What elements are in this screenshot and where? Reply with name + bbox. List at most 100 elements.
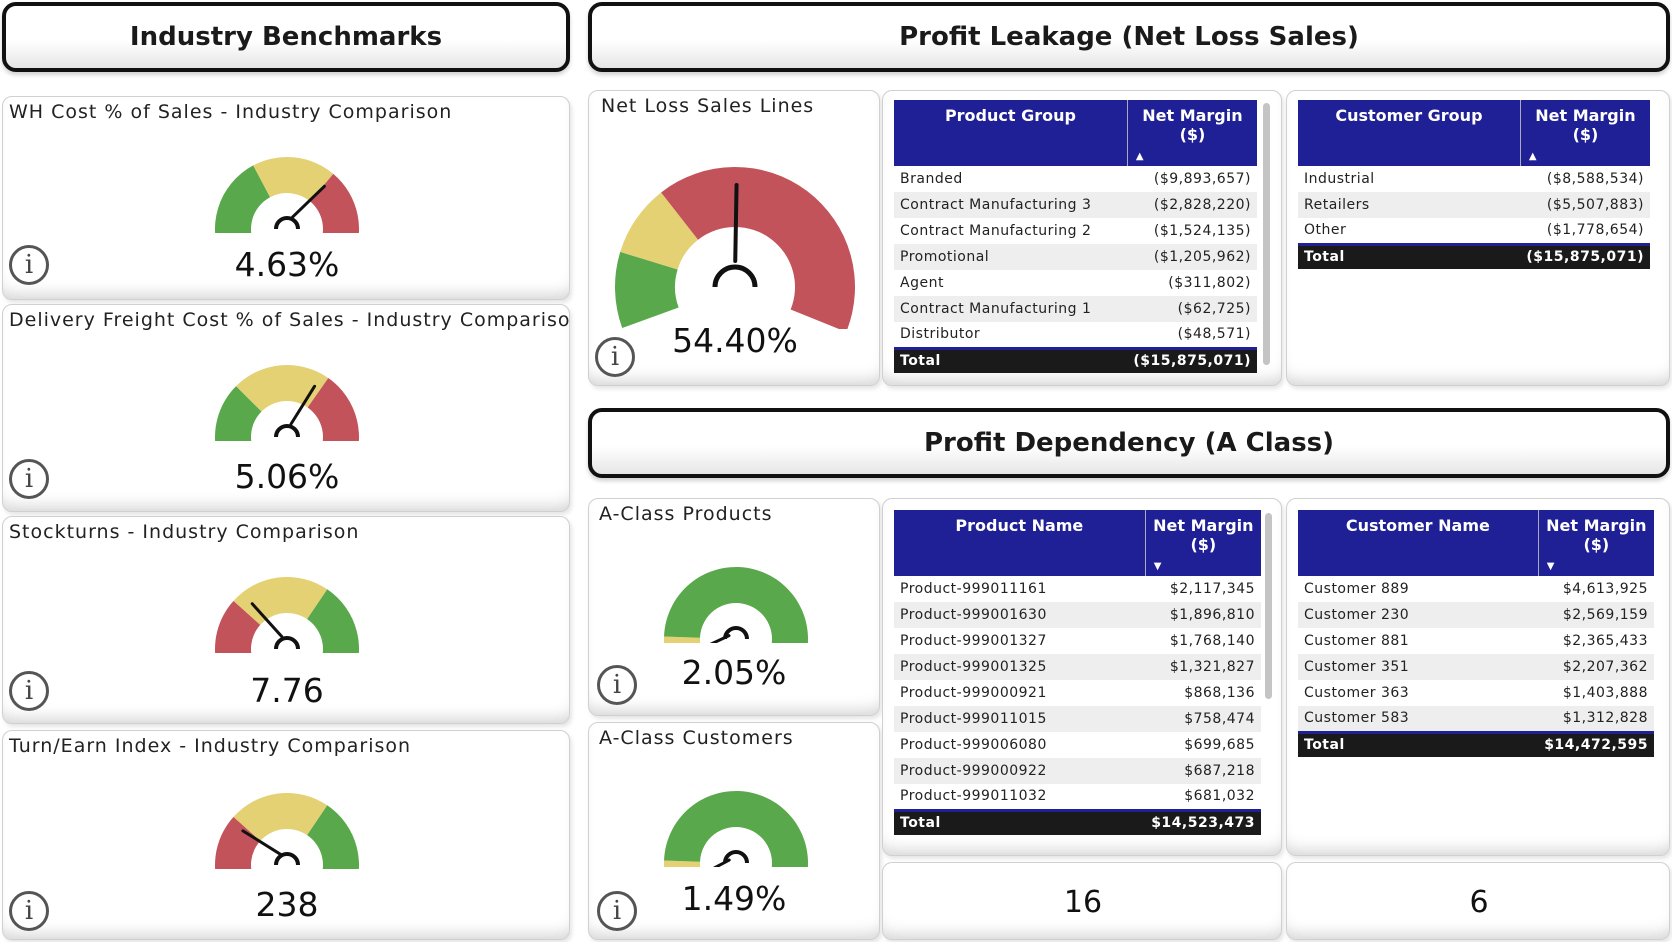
column-header-product-group[interactable]: Product Group	[894, 100, 1128, 166]
gauge-segment-yellow	[664, 860, 701, 867]
gauge-a-class-products	[664, 567, 808, 643]
benchmark-title: WH Cost % of Sales - Industry Comparison	[9, 101, 453, 123]
gauge-needle	[733, 183, 739, 264]
column-header-net-margin[interactable]: Net Margin ($) ▼	[1144, 510, 1261, 576]
header-industry-benchmarks-label: Industry Benchmarks	[129, 22, 443, 52]
row-net-margin: $2,569,159	[1538, 602, 1654, 628]
gauge-segment-yellow	[664, 636, 701, 643]
column-header-net-margin[interactable]: Net Margin ($) ▼	[1537, 510, 1654, 576]
row-net-margin: ($8,588,534)	[1546, 171, 1644, 187]
row-net-margin: ($9,893,657)	[1153, 171, 1251, 187]
product-count-card[interactable]: 16	[882, 862, 1282, 940]
table-row[interactable]: Customer 889 $4,613,925	[1298, 576, 1654, 602]
total-value: ($15,875,071)	[1127, 346, 1257, 373]
product-group-card[interactable]: Product Group Net Margin ($) ▲ Branded ($…	[882, 90, 1282, 386]
customer-count-card[interactable]: 6	[1286, 862, 1670, 940]
a-class-products-card[interactable]: A-Class Products 2.05% i	[588, 498, 880, 716]
header-profit-leakage: Profit Leakage (Net Loss Sales)	[588, 2, 1670, 72]
gauge-hub	[723, 850, 749, 864]
gauge-segment-green	[615, 251, 679, 329]
gauge-hub	[712, 264, 758, 288]
gauge-needle	[291, 184, 326, 219]
table-row[interactable]: Product-999001630 $1,896,810	[894, 602, 1261, 628]
info-icon[interactable]: i	[595, 337, 635, 377]
net-loss-card[interactable]: Net Loss Sales Lines 54.40% i	[588, 90, 880, 386]
row-label: Product-999000921	[900, 685, 1047, 701]
row-label: Customer 881	[1304, 633, 1410, 649]
table-row[interactable]: Contract Manufacturing 1 ($62,725)	[894, 296, 1257, 322]
table-row[interactable]: Distributor ($48,571)	[894, 322, 1257, 348]
column-header-net-margin[interactable]: Net Margin ($) ▲	[1519, 100, 1650, 166]
benchmark-card-wh-cost[interactable]: WH Cost % of Sales - Industry Comparison…	[2, 96, 570, 300]
customer-group-table[interactable]: Customer Group Net Margin ($) ▲ Industri…	[1298, 100, 1650, 269]
benchmark-card-stockturns[interactable]: Stockturns - Industry Comparison 7.76 i	[2, 516, 570, 724]
column-header-customer-group[interactable]: Customer Group	[1298, 100, 1521, 166]
table-row[interactable]: Product-999011015 $758,474	[894, 706, 1261, 732]
product-name-table[interactable]: Product Name Net Margin ($) ▼ Product-99…	[894, 510, 1261, 835]
table-row[interactable]: Customer 583 $1,312,828	[1298, 706, 1654, 732]
table-row[interactable]: Industrial ($8,588,534)	[1298, 166, 1650, 192]
sort-descending-icon[interactable]: ▼	[1153, 561, 1162, 572]
customer-group-body: Industrial ($8,588,534) Retailers ($5,507,8…	[1298, 166, 1650, 269]
row-net-margin: ($48,571)	[1177, 326, 1251, 343]
net-margin-label: Net Margin ($)	[1153, 516, 1254, 554]
table-row[interactable]: Product-999001325 $1,321,827	[894, 654, 1261, 680]
customer-name-table[interactable]: Customer Name Net Margin ($) ▼ Customer …	[1298, 510, 1654, 757]
gauge-stockturns	[215, 577, 359, 653]
total-value: $14,472,595	[1538, 730, 1654, 757]
table-row[interactable]: Branded ($9,893,657)	[894, 166, 1257, 192]
gauge-value: 238	[255, 885, 319, 924]
row-net-margin: ($62,725)	[1127, 296, 1257, 322]
a-class-customers-card[interactable]: A-Class Customers 1.49% i	[588, 722, 880, 940]
product-count-value: 16	[1063, 885, 1103, 920]
benchmark-title: Turn/Earn Index - Industry Comparison	[9, 735, 412, 757]
customer-group-card[interactable]: Customer Group Net Margin ($) ▲ Industri…	[1286, 90, 1670, 386]
info-icon[interactable]: i	[9, 671, 49, 711]
table-row[interactable]: Customer 230 $2,569,159	[1298, 602, 1654, 628]
table-row[interactable]: Product-999000921 $868,136	[894, 680, 1261, 706]
info-icon[interactable]: i	[597, 665, 637, 705]
gauge-hub	[274, 852, 300, 866]
column-header-customer-name[interactable]: Customer Name	[1298, 510, 1539, 576]
table-row[interactable]: Contract Manufacturing 2 ($1,524,135)	[894, 218, 1257, 244]
gauge-value: 5.06%	[234, 457, 340, 496]
info-icon[interactable]: i	[9, 459, 49, 499]
row-label: Other	[1304, 222, 1347, 239]
table-row[interactable]: Contract Manufacturing 3 ($2,828,220)	[894, 192, 1257, 218]
info-icon[interactable]: i	[597, 891, 637, 931]
header-profit-dependency: Profit Dependency (A Class)	[588, 408, 1670, 478]
table-row[interactable]: Product-999011032 $681,032	[894, 784, 1261, 810]
customer-name-card[interactable]: Customer Name Net Margin ($) ▼ Customer …	[1286, 498, 1670, 856]
row-net-margin: $681,032	[1184, 788, 1255, 805]
row-label: Retailers	[1298, 192, 1521, 218]
table-row[interactable]: Customer 351 $2,207,362	[1298, 654, 1654, 680]
table-row[interactable]: Product-999000922 $687,218	[894, 758, 1261, 784]
row-net-margin: $1,321,827	[1145, 654, 1261, 680]
scrollbar[interactable]	[1265, 513, 1272, 699]
total-row: Total ($15,875,071)	[894, 346, 1257, 373]
product-name-card[interactable]: Product Name Net Margin ($) ▼ Product-99…	[882, 498, 1282, 856]
benchmark-card-delivery-freight[interactable]: Delivery Freight Cost % of Sales - Indus…	[2, 304, 570, 512]
table-row[interactable]: Promotional ($1,205,962)	[894, 244, 1257, 270]
table-row[interactable]: Customer 881 $2,365,433	[1298, 628, 1654, 654]
column-header-net-margin[interactable]: Net Margin ($) ▲	[1126, 100, 1257, 166]
sort-descending-icon[interactable]: ▼	[1546, 561, 1555, 572]
benchmark-card-turn-earn[interactable]: Turn/Earn Index - Industry Comparison 23…	[2, 730, 570, 940]
sort-ascending-icon[interactable]: ▲	[1528, 151, 1537, 162]
row-label: Customer 230	[1298, 602, 1539, 628]
scrollbar[interactable]	[1263, 103, 1270, 365]
table-row[interactable]: Agent ($311,802)	[894, 270, 1257, 296]
table-row[interactable]: Retailers ($5,507,883)	[1298, 192, 1650, 218]
info-icon[interactable]: i	[9, 245, 49, 285]
gauge-value: 1.49%	[681, 879, 787, 918]
table-row[interactable]: Product-999006080 $699,685	[894, 732, 1261, 758]
column-header-product-name[interactable]: Product Name	[894, 510, 1146, 576]
table-row[interactable]: Product-999001327 $1,768,140	[894, 628, 1261, 654]
table-row[interactable]: Customer 363 $1,403,888	[1298, 680, 1654, 706]
info-icon[interactable]: i	[9, 891, 49, 931]
table-row[interactable]: Other ($1,778,654)	[1298, 218, 1650, 244]
table-row[interactable]: Product-999011161 $2,117,345	[894, 576, 1261, 602]
row-net-margin: ($2,828,220)	[1127, 192, 1257, 218]
sort-ascending-icon[interactable]: ▲	[1135, 151, 1144, 162]
product-group-table[interactable]: Product Group Net Margin ($) ▲ Branded ($…	[894, 100, 1257, 373]
